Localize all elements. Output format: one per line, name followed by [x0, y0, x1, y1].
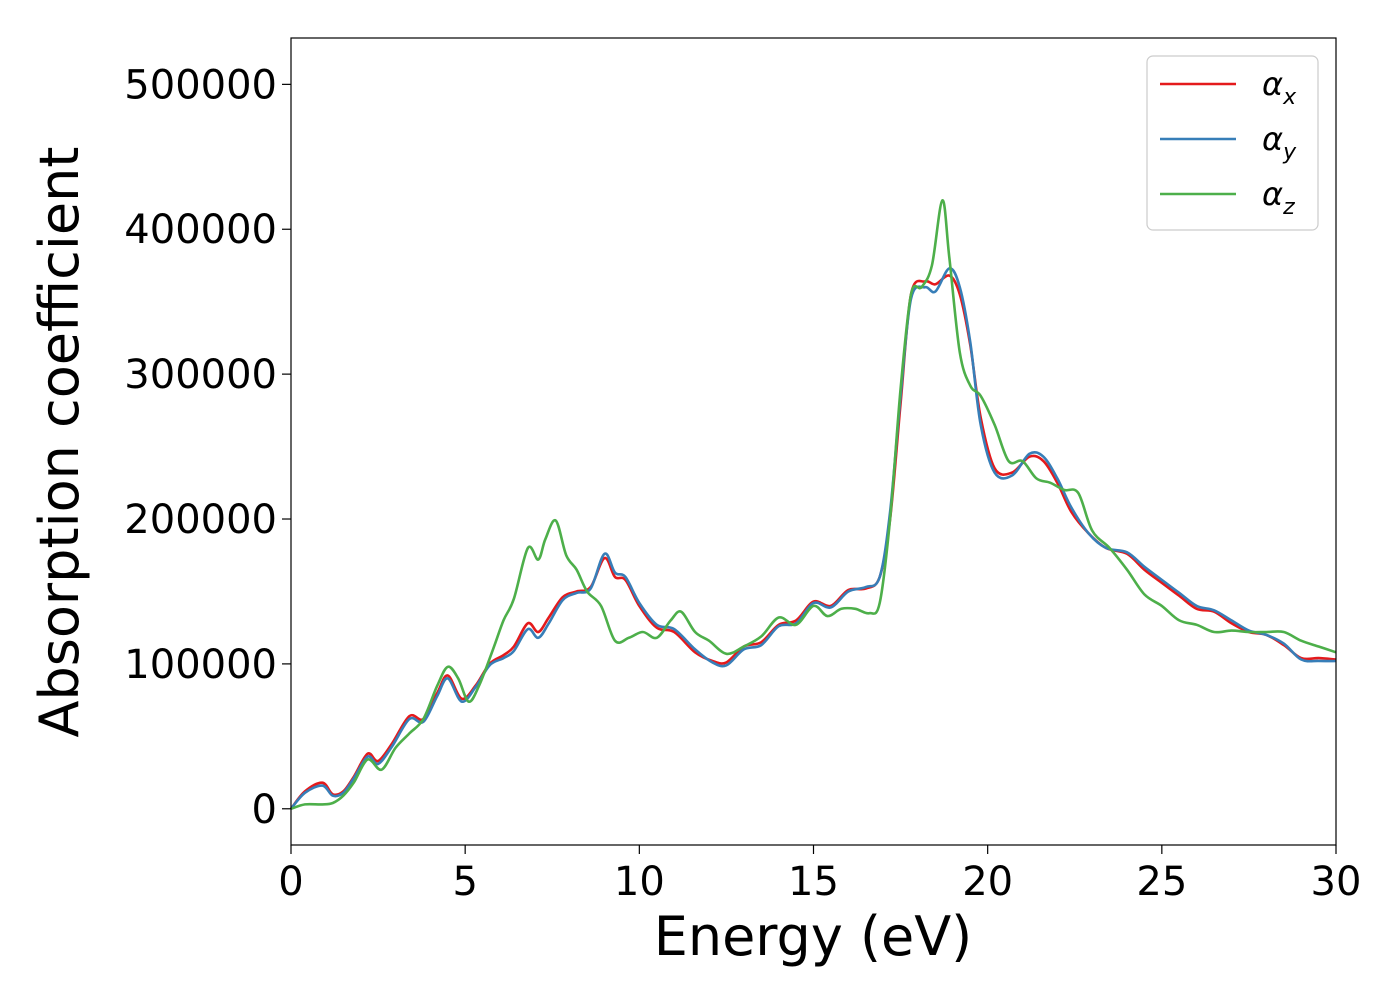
y-tick-label: 300000 [124, 352, 277, 398]
y-axis-label: Absorption coefficient [28, 147, 91, 738]
legend-box [1146, 55, 1319, 231]
x-tick-label: 30 [1311, 859, 1362, 905]
x-tick-label: 5 [452, 859, 477, 905]
series-line-alpha-x [289, 274, 1337, 810]
x-axis-label: Energy (eV) [654, 905, 973, 968]
x-tick-label: 10 [614, 859, 665, 905]
series-line-alpha-z [290, 198, 1337, 811]
x-tick-label: 15 [788, 859, 839, 905]
plot-series [289, 198, 1337, 811]
y-tick-label: 400000 [124, 207, 277, 253]
x-tick-label: 25 [1136, 859, 1187, 905]
y-tick-label: 0 [252, 787, 277, 833]
x-axis-ticks: 0 5 10 15 20 25 30 [278, 845, 1361, 905]
x-tick-label: 20 [962, 859, 1013, 905]
legend-subscript: x [1282, 85, 1297, 110]
series-line-alpha-y [289, 267, 1337, 810]
x-tick-label: 0 [278, 859, 303, 905]
y-tick-label: 200000 [124, 497, 277, 543]
y-axis-ticks: 0 100000 200000 300000 400000 500000 [124, 62, 291, 833]
legend-subscript: y [1282, 140, 1297, 165]
legend-subscript: z [1282, 195, 1295, 220]
y-tick-label: 100000 [124, 642, 277, 688]
y-tick-label: 500000 [124, 62, 277, 108]
